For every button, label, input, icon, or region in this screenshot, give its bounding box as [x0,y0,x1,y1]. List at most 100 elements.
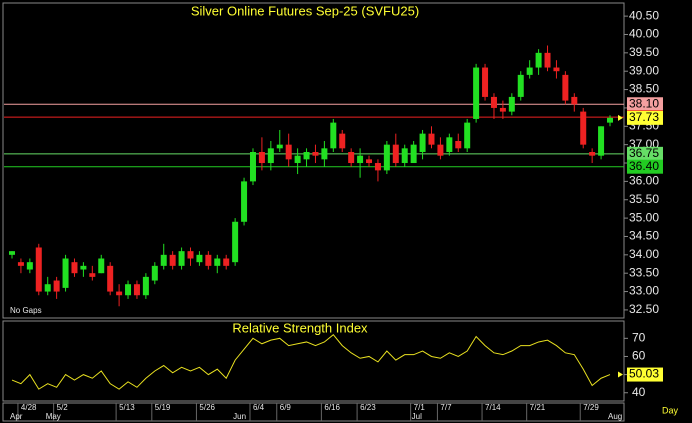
candle-body [44,284,51,292]
candle-body [71,262,78,274]
candle-body [374,163,381,171]
candle-body [392,144,399,164]
rsi-tick-label: 70 [632,330,646,344]
candle-body [133,284,140,296]
candle-body [330,122,337,149]
y-tick-label: 35.50 [629,192,659,206]
candle-body [98,258,105,274]
y-tick-label: 34.00 [629,247,659,261]
date-axis [2,402,625,422]
candle-body [357,155,364,164]
x-tick-label: 7/7 [440,403,452,412]
x-tick-label: 6/23 [360,403,376,412]
candle-body [526,67,533,75]
candle-body [125,284,132,296]
candle-body [89,273,96,277]
month-label: Jun [233,412,246,421]
candle-body [544,52,551,68]
candle-body [383,144,390,171]
last-price-bg [627,110,663,125]
month-label: Apr [10,412,23,421]
candle-body [223,258,230,266]
y-tick-label: 39.50 [629,45,659,59]
candle-body [258,152,265,164]
y-tick-label: 39.00 [629,63,659,77]
candle-body [321,148,328,160]
rsi-last-bg [627,367,663,382]
y-tick-label: 32.50 [629,302,659,316]
candle-body [607,117,613,123]
candle-body [53,280,60,292]
candle-body [107,265,114,292]
x-tick-label: 5/2 [57,403,69,412]
x-tick-label: 5/19 [155,403,171,412]
rsi-last-arrow [618,371,623,378]
candle-body [437,144,444,156]
chart-title: Silver Online Futures Sep-25 (SVFU25) [191,3,419,18]
candle-body [214,258,221,266]
y-tick-label: 40.50 [629,8,659,22]
candle-body [473,67,480,119]
y-tick-label: 33.50 [629,265,659,279]
candle-body [401,148,408,164]
level-label-bg [627,146,663,161]
rsi-tick-label: 40 [632,385,646,399]
candle-body [446,137,453,153]
candle-body [151,265,158,281]
rsi-line [11,333,611,390]
candle-body [562,74,569,101]
y-tick-label: 34.50 [629,229,659,243]
level-label-bg [627,97,663,112]
candle-body [366,159,373,164]
candle-body [285,144,292,160]
candle-body [232,221,239,263]
rsi-last-label: 50.03 [629,367,659,381]
month-label: Jul [412,412,422,421]
candle-body [571,96,578,105]
x-tick-label: 5/13 [119,403,135,412]
candle-body [35,247,42,292]
candle-body [517,74,524,97]
candle-body [160,254,167,266]
last-price-arrow [618,114,623,121]
candle-body [178,251,185,266]
candle-body [187,251,194,259]
candle-body [482,67,489,97]
x-tick-label: 6/4 [253,403,265,412]
x-tick-label: 6/9 [280,403,292,412]
candle-body [339,133,346,149]
x-tick-label: 6/16 [324,403,340,412]
x-unit: Day [662,405,679,415]
level-label: 38.10 [629,96,659,110]
candle-body [598,126,605,156]
y-tick-label: 33.00 [629,284,659,298]
candle-body [535,52,542,68]
candle-body [419,133,426,153]
candle-body [580,111,587,145]
candle-body [62,258,69,288]
x-tick-label: 7/1 [414,403,426,412]
last-price-label: 37.73 [629,110,659,124]
x-tick-label: 7/29 [583,403,599,412]
level-label: 36.40 [629,159,659,173]
candle-body [589,152,596,156]
y-tick-label: 38.50 [629,82,659,96]
candle-body [303,152,310,160]
candle-body [428,133,435,145]
candle-body [455,140,462,149]
candle-body [464,122,471,149]
x-tick-label: 7/14 [485,403,501,412]
y-tick-label: 36.00 [629,174,659,188]
candle-body [26,262,33,270]
candle-body [508,96,515,112]
candle-body [9,251,15,255]
candle-body [142,276,149,296]
x-tick-label: 5/26 [199,403,215,412]
candle-body [553,67,560,72]
month-label: Aug [608,412,622,421]
candle-body [249,152,256,182]
y-tick-label: 35.00 [629,210,659,224]
note: No Gaps [10,306,42,315]
candle-body [312,152,319,156]
